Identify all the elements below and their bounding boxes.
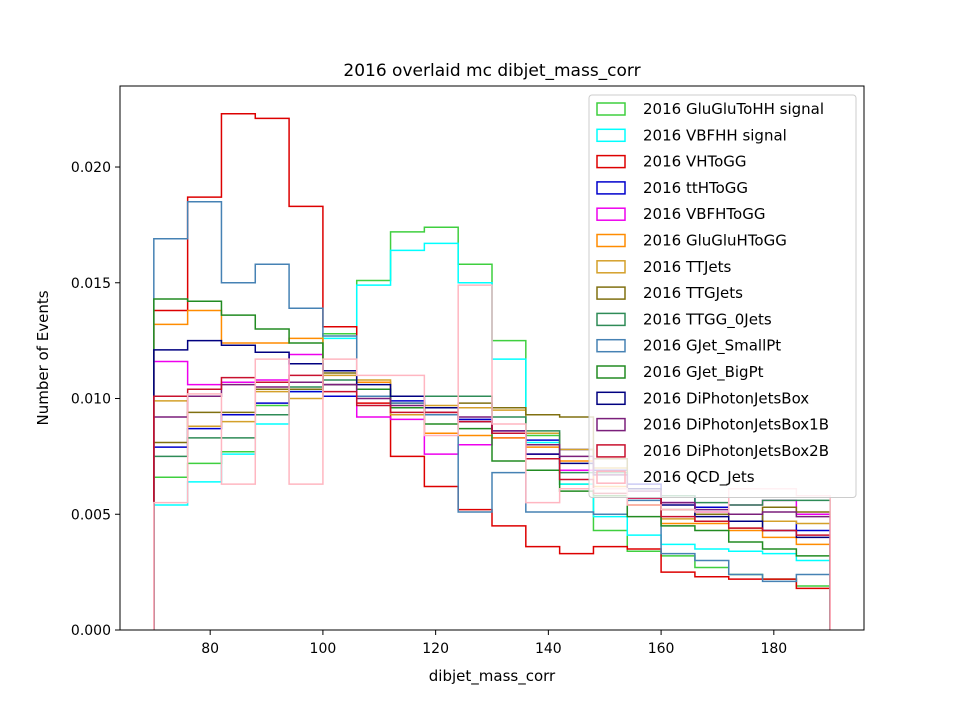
y-tick-label: 0.000 [71, 623, 111, 639]
legend-swatch [596, 312, 626, 327]
x-tick-label: 180 [760, 641, 787, 657]
legend-swatch [596, 233, 626, 248]
legend-label: 2016 GluGluToHH signal [643, 100, 824, 118]
legend-swatch [596, 286, 626, 300]
legend-swatch [596, 181, 626, 195]
legend-swatch [596, 102, 626, 116]
legend: 2016 GluGluToHH signal 2016 VBFHH signal 2… [588, 94, 857, 498]
y-tick-label: 0.020 [71, 160, 111, 176]
x-tick-label: 160 [648, 641, 675, 657]
y-axis: 0.000 0.005 0.010 0.015 0.020 [71, 160, 120, 639]
legend-label: 2016 TTJets [643, 258, 732, 276]
legend-swatch [596, 154, 626, 169]
legend-swatch [596, 444, 626, 458]
legend-label: 2016 DiPhotonJetsBox [643, 389, 809, 407]
x-tick-label: 80 [201, 641, 219, 657]
legend-swatch [596, 365, 626, 379]
y-tick-label: 0.010 [71, 392, 111, 408]
legend-swatch [596, 470, 626, 484]
x-tick-label: 100 [310, 641, 337, 657]
histogram-series-10 [153, 200, 831, 630]
legend-label: 2016 GJet_BigPt [643, 363, 764, 382]
x-tick-label: 140 [535, 641, 562, 657]
plot-frame [119, 85, 865, 631]
legend-label: 2016 TTGJets [643, 284, 743, 302]
legend-label: 2016 VHToGG [643, 153, 747, 171]
y-tick-label: 0.005 [71, 507, 111, 523]
x-axis: 80 100 120 140 160 180 [201, 630, 787, 657]
y-tick-label: 0.015 [71, 276, 111, 292]
legend-frame [588, 94, 857, 498]
histogram-series-15 [153, 284, 831, 630]
legend-label: 2016 VBFHH signal [643, 126, 787, 144]
legend-swatch [596, 128, 626, 143]
plot-area [153, 113, 831, 630]
legend-label: 2016 GluGluHToGG [643, 232, 787, 250]
histogram-series-11 [153, 298, 831, 630]
legend-label: 2016 GJet_SmallPt [643, 337, 781, 356]
legend-label: 2016 DiPhotonJetsBox2B [643, 442, 829, 460]
legend-label: 2016 QCD_Jets [643, 468, 755, 487]
legend-swatch [596, 260, 626, 274]
legend-swatch [596, 338, 626, 353]
legend-swatch [596, 207, 626, 221]
legend-swatch [596, 391, 626, 406]
legend-label: 2016 VBFHToGG [643, 205, 765, 223]
legend-label: 2016 ttHToGG [643, 179, 748, 197]
y-axis-title: Number of Events [34, 290, 52, 425]
legend-label: 2016 TTGG_0Jets [643, 310, 772, 329]
x-axis-title: dibjet_mass_corr [429, 667, 556, 686]
x-tick-label: 120 [422, 641, 449, 657]
legend-label: 2016 DiPhotonJetsBox1B [643, 416, 829, 434]
chart-title: 2016 overlaid mc dibjet_mass_corr [343, 61, 640, 81]
legend-swatch [596, 417, 626, 432]
